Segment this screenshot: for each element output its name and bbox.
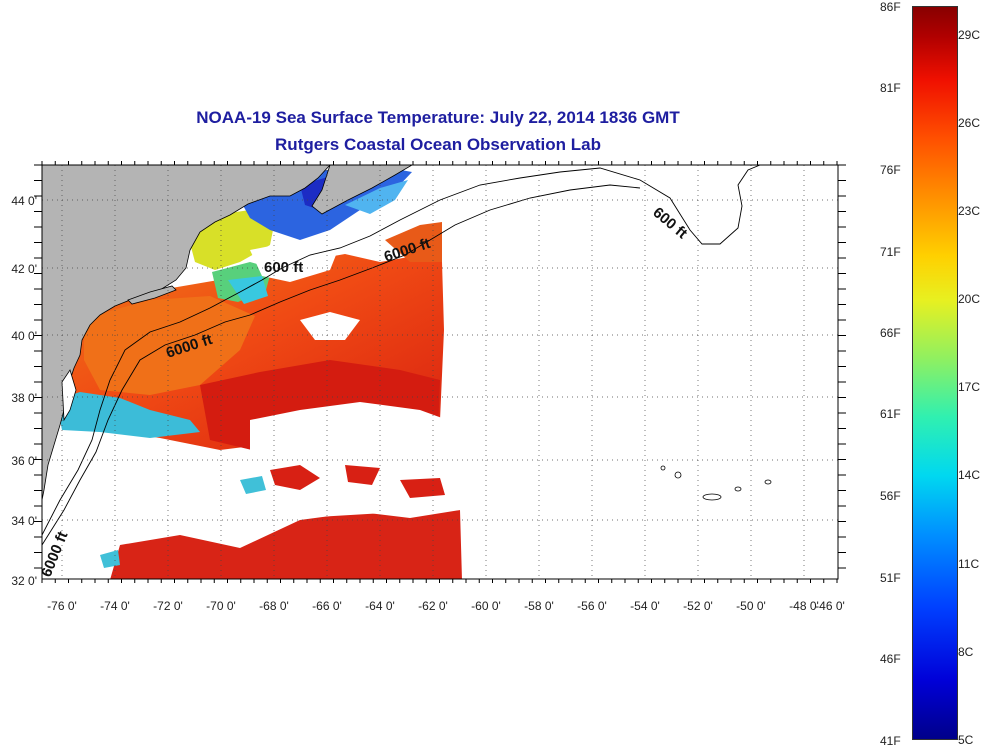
lon-label: -76 0' <box>47 599 77 613</box>
cb-c-label: 17C <box>958 380 981 394</box>
lon-label: -56 0' <box>577 599 607 613</box>
map-subtitle: Rutgers Coastal Ocean Observation Lab <box>275 135 601 154</box>
lon-label: -46 0' <box>815 599 845 613</box>
sst-cloud-gap <box>250 240 340 282</box>
cb-f-label: 76F <box>880 163 901 177</box>
lat-lon-grid <box>42 165 838 579</box>
sst-cyan-banks <box>228 276 268 304</box>
contour-600ft <box>42 165 761 536</box>
sst-light-blue-ridge <box>345 180 408 214</box>
axis-ticks <box>34 161 846 583</box>
latitude-axis-labels: 44 0' 42 0' 40 0' 38 0' 36 0' 34 0' 32 0… <box>11 194 37 588</box>
lat-label: 40 0' <box>11 329 37 343</box>
cb-f-label: 66F <box>880 326 901 340</box>
lat-label: 38 0' <box>11 391 37 405</box>
lon-label: -70 0' <box>206 599 236 613</box>
cb-c-label: 23C <box>958 204 981 218</box>
cb-f-label: 46F <box>880 652 901 666</box>
lat-label: 32 0' <box>11 574 37 588</box>
contour-label-600ft-gulf: 600 ft <box>264 259 303 276</box>
lon-label: -68 0' <box>259 599 289 613</box>
temperature-colorbar <box>912 6 958 740</box>
cb-c-label: 11C <box>958 557 980 571</box>
sst-cloud-gap-3 <box>300 312 360 340</box>
lat-label: 42 0' <box>11 262 37 276</box>
cb-f-label: 41F <box>880 734 901 748</box>
cb-f-label: 71F <box>880 245 901 259</box>
lon-label: -58 0' <box>524 599 554 613</box>
lon-label: -62 0' <box>418 599 448 613</box>
lon-label: -60 0' <box>471 599 501 613</box>
lon-label: -52 0' <box>683 599 713 613</box>
longitude-axis-labels: -76 0' -74 0' -72 0' -70 0' -68 0' -66 0… <box>47 599 845 613</box>
cb-c-label: 8C <box>958 645 974 659</box>
sst-scattered-cyan <box>100 476 266 568</box>
lat-label: 36 0' <box>11 454 37 468</box>
sst-cool-nearshore-chesapeake <box>56 392 200 438</box>
cb-f-label: 61F <box>880 407 901 421</box>
sst-offshore-patch-ne <box>385 222 442 262</box>
cb-f-label: 81F <box>880 81 901 95</box>
contour-label-600ft-east: 600 ft <box>649 204 690 242</box>
sst-southern-patches <box>110 510 462 579</box>
cb-c-label: 14C <box>958 468 981 482</box>
us-east-coast-land <box>42 165 331 501</box>
lon-label: -66 0' <box>312 599 342 613</box>
lon-label: -74 0' <box>100 599 130 613</box>
contour-label-6000ft-south: 6000 ft <box>38 529 72 579</box>
long-island <box>127 285 177 305</box>
map-title: NOAA-19 Sea Surface Temperature: July 22… <box>196 108 680 127</box>
cb-c-label: 5C <box>958 733 974 747</box>
lon-label: -72 0' <box>153 599 183 613</box>
bathymetry-contours <box>42 165 761 546</box>
sst-cloud-gap-2 <box>250 402 442 460</box>
cb-f-label: 51F <box>880 571 901 585</box>
lon-label: -54 0' <box>630 599 660 613</box>
cb-f-label: 56F <box>880 489 901 503</box>
lon-label: -48 0' <box>789 599 819 613</box>
cb-c-label: 20C <box>958 292 981 306</box>
sst-mid-atlantic-orange <box>84 296 255 395</box>
lon-label: -64 0' <box>365 599 395 613</box>
lon-label: -50 0' <box>736 599 766 613</box>
lat-label: 44 0' <box>11 194 37 208</box>
cb-f-label: 86F <box>880 0 901 14</box>
land-layer <box>42 165 413 501</box>
lat-label: 34 0' <box>11 514 37 528</box>
delmarva-peninsula <box>61 369 77 422</box>
sst-scattered-red <box>270 465 445 498</box>
contour-6000ft <box>42 184 641 546</box>
cb-c-label: 26C <box>958 116 981 130</box>
cb-c-label: 29C <box>958 28 981 42</box>
bermuda-islands <box>660 465 772 501</box>
